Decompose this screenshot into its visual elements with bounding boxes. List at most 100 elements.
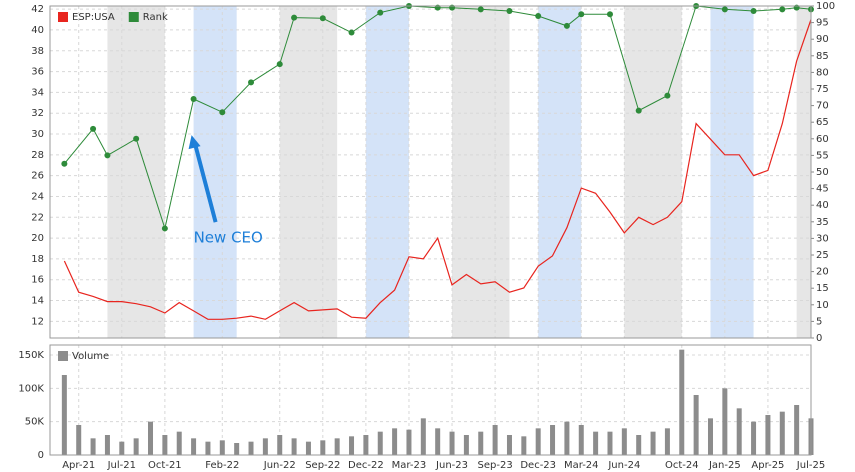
x-tick-label: Oct-21 (148, 460, 182, 471)
volume-bar (736, 408, 742, 455)
y-tick-label: 42 (31, 4, 44, 15)
annotation-arrow (192, 141, 218, 223)
volume-bar (521, 436, 527, 455)
legend-swatch (58, 12, 68, 22)
volume-bar (104, 435, 110, 455)
legend-label: ESP:USA (72, 12, 115, 23)
volume-bar (133, 438, 139, 455)
volume-bar (234, 443, 240, 455)
x-tick-label: Jun-24 (607, 460, 640, 471)
legend-swatch (58, 351, 68, 361)
volume-bar (219, 440, 225, 455)
rank-point (61, 160, 68, 167)
x-tick-label: Sep-23 (478, 460, 513, 471)
y-tick-label: 12 (31, 316, 44, 327)
volume-bar (420, 418, 426, 455)
rank-point (248, 79, 255, 86)
x-tick-label: Oct-24 (665, 460, 699, 471)
rank-point (750, 7, 757, 14)
y2-tick-label: 25 (816, 250, 829, 261)
y-tick-label: 30 (31, 129, 44, 140)
legend-swatch (128, 12, 139, 22)
rank-point (721, 6, 728, 13)
volume-bar (363, 435, 369, 455)
shaded-band (796, 6, 811, 338)
y2-tick-label: 100 (816, 1, 835, 12)
y-tick-label: 22 (31, 212, 44, 223)
volume-bar (320, 440, 326, 455)
shaded-band (279, 6, 338, 338)
plot-frame (49, 5, 812, 339)
y-tick-label: 26 (31, 171, 44, 182)
rank-point (779, 6, 786, 13)
annotation: New CEO (194, 229, 263, 247)
y2-tick-label: 45 (816, 184, 829, 195)
y2-tick-label: 60 (816, 134, 829, 145)
y2-tick-label: 30 (816, 233, 829, 244)
plot-area (50, 6, 811, 338)
y-tick-label: 34 (31, 87, 44, 98)
volume-bar (463, 435, 469, 455)
y2-tick-label: 75 (816, 84, 829, 95)
y2-tick-label: 50 (816, 167, 829, 178)
volume-bar (478, 431, 484, 455)
x-tick-label: Mar-23 (392, 460, 427, 471)
plot-frame (49, 344, 812, 456)
x-tick-label: Jun-23 (435, 460, 468, 471)
shaded-band (365, 6, 409, 338)
y2-tick-label: 40 (816, 200, 829, 211)
volume-bar (76, 425, 82, 455)
x-tick-label: Jun-22 (263, 460, 296, 471)
volume-bar (751, 421, 757, 455)
volume-bar (679, 349, 685, 455)
volume-bar (621, 428, 627, 455)
volume-bar (435, 428, 441, 455)
rank-point (161, 225, 168, 232)
shaded-band (624, 6, 682, 338)
y2-tick-label: 65 (816, 117, 829, 128)
rank-point (506, 7, 513, 14)
volume-bar (449, 431, 455, 455)
y2-tick-label: 0 (816, 333, 822, 344)
volume-bar (765, 415, 771, 455)
shaded-band (710, 6, 754, 338)
volume-bar (664, 428, 670, 455)
volume-bar (794, 405, 800, 455)
volume-bar (492, 425, 498, 455)
volume-bar (578, 425, 584, 455)
volume-bar (722, 388, 728, 455)
legend-label: Volume (72, 351, 109, 362)
y-tick-label: 20 (31, 233, 44, 244)
volume-bar (779, 411, 785, 455)
y-tick-label: 38 (31, 46, 44, 57)
y2-tick-label: 90 (816, 34, 829, 45)
y-tick-label: 36 (31, 67, 44, 78)
volume-bar (119, 441, 125, 455)
rank-point (190, 95, 197, 102)
volume-bar (392, 428, 398, 455)
arrow-head (188, 135, 201, 150)
x-tick-label: Jul-21 (107, 460, 136, 471)
volume-bar (406, 429, 412, 455)
rank-point (606, 11, 613, 18)
y2-tick-label: 20 (816, 267, 829, 278)
volume-bar (650, 431, 656, 455)
volume-bar (191, 438, 197, 455)
y-tick-label: 100K (18, 383, 44, 394)
x-tick-label: Apr-25 (751, 460, 784, 471)
volume-bar (176, 431, 182, 455)
rank-point (535, 12, 542, 19)
rank-point (377, 9, 384, 16)
y-tick-label: 14 (31, 296, 44, 307)
y-tick-label: 150K (18, 350, 44, 361)
y2-tick-label: 15 (816, 283, 829, 294)
volume-bar (277, 435, 283, 455)
rank-point (276, 61, 283, 68)
y-tick-label: 16 (31, 275, 44, 286)
rank-point (291, 14, 298, 21)
rank-point (635, 107, 642, 114)
volume-bar (550, 425, 556, 455)
y2-tick-label: 85 (816, 51, 829, 62)
x-tick-label: Mar-24 (564, 460, 599, 471)
